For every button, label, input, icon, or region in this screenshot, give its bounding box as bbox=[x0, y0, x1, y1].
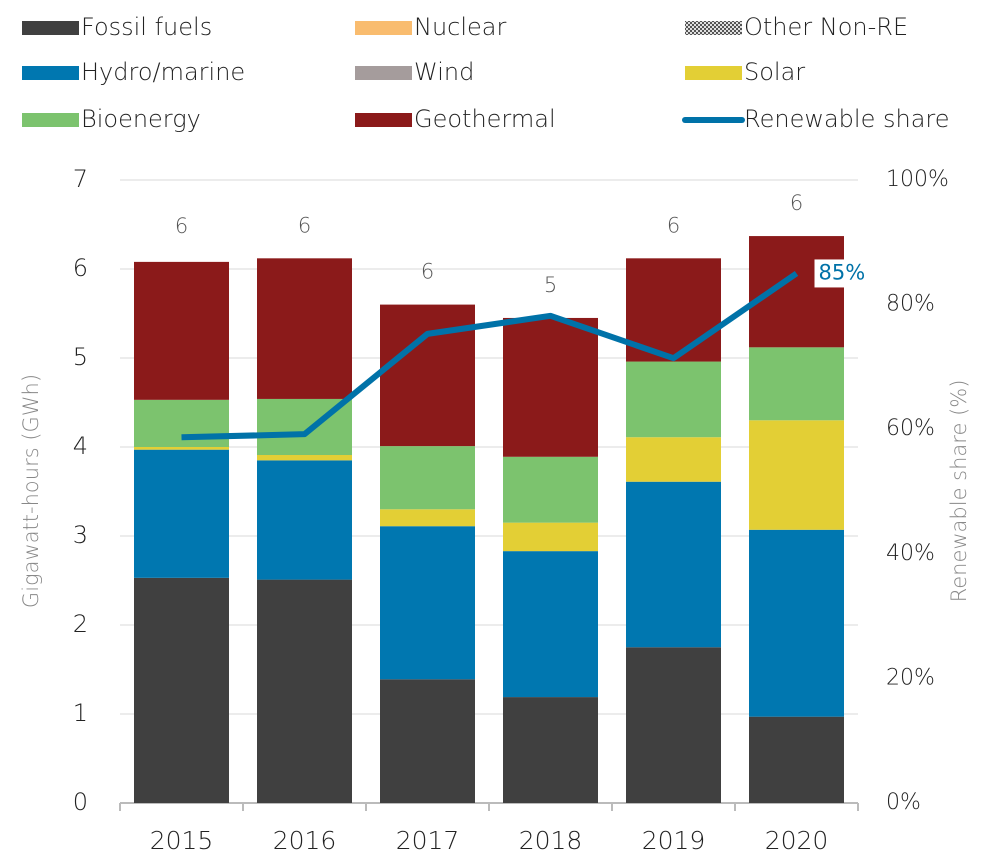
legend-swatch bbox=[355, 113, 412, 127]
y-tick-label: 4 bbox=[73, 432, 88, 460]
legend-swatch bbox=[685, 21, 742, 35]
bar-segment bbox=[134, 449, 229, 578]
legend-label: Other Non-RE bbox=[744, 13, 908, 41]
bar-segment bbox=[380, 679, 475, 803]
line-value-label: 85% bbox=[819, 260, 866, 284]
bar-segment bbox=[257, 455, 352, 461]
bar-segment bbox=[749, 716, 844, 803]
legend-label: Solar bbox=[744, 58, 805, 86]
bar-segment bbox=[134, 261, 229, 400]
legend-swatch bbox=[355, 21, 412, 35]
bar-segment bbox=[257, 460, 352, 580]
bar-segment bbox=[503, 697, 598, 803]
y2-tick-label: 20% bbox=[886, 665, 935, 690]
y2-tick-label: 0% bbox=[886, 790, 921, 815]
x-tick-label: 2019 bbox=[642, 826, 706, 855]
bar-segment bbox=[503, 551, 598, 698]
y-tick-label: 2 bbox=[73, 610, 88, 638]
bar-segment bbox=[749, 236, 844, 348]
x-tick-label: 2020 bbox=[765, 826, 829, 855]
y-tick-label: 0 bbox=[73, 788, 88, 816]
legend-label: Geothermal bbox=[414, 105, 556, 133]
bar-segment bbox=[503, 522, 598, 552]
legend-swatch bbox=[22, 113, 79, 127]
bar-segment bbox=[380, 304, 475, 447]
bar-segment bbox=[134, 577, 229, 803]
bar-segment bbox=[380, 509, 475, 527]
bar-segment bbox=[626, 361, 721, 438]
bar-segment bbox=[626, 647, 721, 803]
legend-swatch bbox=[355, 66, 412, 80]
total-label: 6 bbox=[421, 260, 434, 284]
label-background bbox=[814, 259, 869, 288]
legend-swatch bbox=[685, 66, 742, 80]
legend-label: Bioenergy bbox=[81, 105, 201, 133]
x-tick-label: 2016 bbox=[273, 826, 337, 855]
bar-segment bbox=[503, 456, 598, 523]
bar-segment bbox=[626, 437, 721, 482]
total-label: 6 bbox=[667, 213, 680, 237]
bar-segment bbox=[749, 347, 844, 421]
bar-segment bbox=[503, 317, 598, 457]
bar-segment bbox=[257, 579, 352, 803]
total-label: 6 bbox=[790, 191, 803, 215]
x-tick-label: 2017 bbox=[396, 826, 460, 855]
legend-label: Hydro/marine bbox=[81, 58, 245, 86]
bar-segment bbox=[626, 481, 721, 648]
total-label: 6 bbox=[175, 214, 188, 238]
x-tick-label: 2015 bbox=[150, 826, 214, 855]
legend-label: Fossil fuels bbox=[81, 13, 212, 41]
y-tick-label: 3 bbox=[73, 521, 88, 549]
y2-tick-label: 40% bbox=[886, 541, 935, 566]
y2-tick-label: 100% bbox=[886, 167, 949, 192]
legend-swatch bbox=[22, 66, 79, 80]
legend-label: Wind bbox=[414, 58, 474, 86]
legend-swatch bbox=[22, 21, 79, 35]
y-tick-label: 7 bbox=[73, 165, 88, 193]
y2-tick-label: 60% bbox=[886, 416, 935, 441]
bar-segment bbox=[749, 529, 844, 717]
bar-segment bbox=[380, 526, 475, 680]
legend-label: Nuclear bbox=[414, 13, 507, 41]
bar-segment bbox=[380, 446, 475, 510]
x-tick-label: 2018 bbox=[519, 826, 583, 855]
y-tick-label: 6 bbox=[73, 254, 88, 282]
bar-segment bbox=[257, 258, 352, 399]
y-tick-label: 5 bbox=[73, 343, 88, 371]
y2-axis-title: Renewable share (%) bbox=[947, 380, 971, 603]
bar-segment bbox=[749, 420, 844, 530]
line-series bbox=[181, 270, 799, 441]
y-tick-label: 1 bbox=[73, 699, 88, 727]
legend-label: Renewable share bbox=[744, 105, 950, 133]
y2-tick-label: 80% bbox=[886, 292, 935, 317]
total-label: 6 bbox=[298, 213, 311, 237]
bar-segment bbox=[134, 399, 229, 447]
bar-segment bbox=[134, 447, 229, 450]
y-axis-title: Gigawatt-hours (GWh) bbox=[19, 374, 43, 608]
total-label: 5 bbox=[544, 273, 557, 297]
